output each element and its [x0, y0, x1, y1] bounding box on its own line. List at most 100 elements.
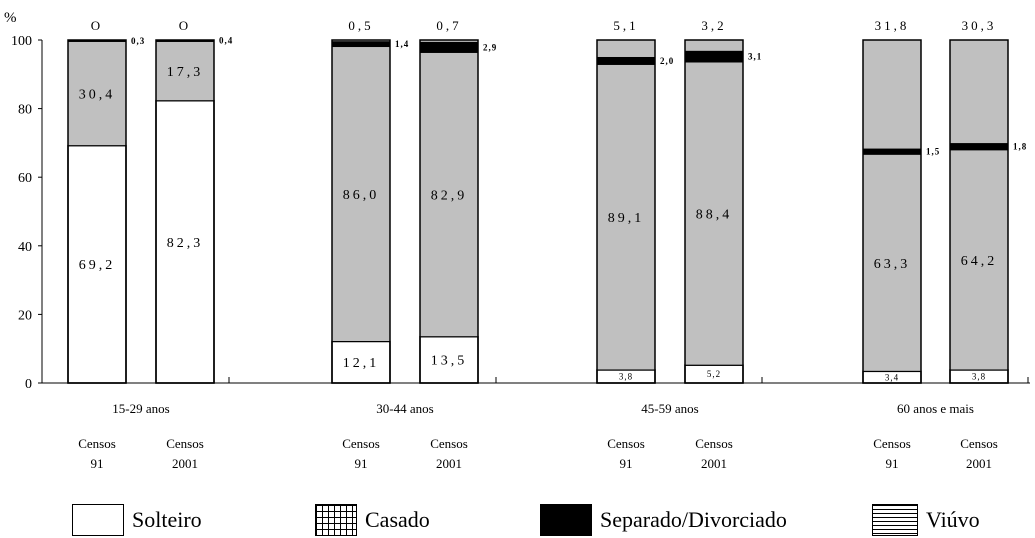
y-tick-label: 20 [18, 308, 32, 323]
x-group-label: 60 anos e mais [897, 401, 974, 416]
legend-item-solteiro: Solteiro [72, 504, 202, 536]
bar-value-label-viuvo: O [91, 18, 103, 33]
bar-census-label-line1: Censos [430, 436, 468, 451]
y-tick-label: 60 [18, 171, 32, 186]
bar-value-label-viuvo: 0,5 [348, 18, 373, 33]
y-tick-label: 40 [18, 240, 32, 255]
bar-census-label-line1: Censos [873, 436, 911, 451]
bar-census-label-line2: 91 [886, 456, 899, 471]
bar-value-label-solteiro: 13,5 [431, 354, 468, 369]
bar-segment-casado [155, 40, 215, 102]
bar-value-label-separado: 0,3 [131, 36, 145, 46]
bar-segment-separado [419, 41, 479, 53]
bar-value-label-viuvo: 30,3 [962, 18, 997, 33]
bar-census-label-line1: Censos [342, 436, 380, 451]
bar-census-label-line1: Censos [695, 436, 733, 451]
legend-label-solteiro: Solteiro [132, 507, 202, 532]
bar-value-label-casado: 89,1 [608, 211, 645, 226]
bar-value-label-viuvo: 31,8 [875, 18, 910, 33]
bar-value-label-separado: 1,4 [395, 39, 409, 49]
legend-swatch-separado [540, 504, 592, 536]
bar-segment-casado [684, 61, 744, 366]
legend-item-viuvo: Viúvo [872, 504, 980, 536]
bar-value-label-separado: 2,0 [660, 56, 674, 66]
y-tick-label: 80 [18, 103, 32, 118]
legend-item-casado: Casado [315, 504, 430, 536]
y-axis-unit-label: % [4, 10, 17, 26]
legend-label-casado: Casado [365, 507, 430, 532]
y-tick-label: 100 [11, 34, 32, 49]
bar-segment-viuvo [596, 39, 656, 58]
bar-value-label-solteiro: 3,8 [972, 372, 986, 382]
bar-value-label-casado: 86,0 [343, 188, 380, 203]
bar-census-label-line2: 2001 [701, 456, 727, 471]
legend-swatch-casado [315, 504, 357, 536]
legend-label-viuvo: Viúvo [926, 507, 980, 532]
bar-census-label-line2: 2001 [172, 456, 198, 471]
bar-census-label-line1: Censos [607, 436, 645, 451]
stacked-bar-chart: % 0 20 40 60 80 100 15-29 anos O 0,3 30,4 69,2 Censo… [4, 10, 1030, 471]
bar-outline [155, 39, 215, 384]
legend-swatch-solteiro [72, 504, 124, 536]
bar-value-label-solteiro: 69,2 [79, 258, 116, 273]
bar-value-label-casado: 64,2 [961, 254, 998, 269]
bar-value-label-solteiro: 82,3 [167, 236, 204, 251]
bar-segment-casado [862, 153, 922, 372]
bar-segment-casado [596, 63, 656, 371]
bar-census-label-line2: 2001 [436, 456, 462, 471]
bar-value-label-solteiro: 5,2 [707, 369, 721, 379]
bar-segment-casado [419, 51, 479, 338]
bar-census-label-line2: 91 [91, 456, 104, 471]
bar-segment-viuvo [684, 39, 744, 52]
bar-value-label-separado: 3,1 [748, 52, 762, 62]
legend-item-separado: Separado/Divorciado [540, 504, 787, 536]
bar-value-label-separado: 1,5 [926, 147, 940, 157]
bar-segment-separado [596, 56, 656, 65]
bar-outline [949, 39, 1009, 384]
bar-outline [331, 39, 391, 384]
bar-segment-separado [862, 148, 922, 155]
bar-value-label-separado: 1,8 [1013, 142, 1027, 152]
bar-value-label-separado: 0,4 [219, 36, 233, 46]
bar-value-label-viuvo: 5,1 [613, 18, 638, 33]
bar-value-label-solteiro: 3,8 [619, 372, 633, 382]
bar-segment-separado [684, 50, 744, 63]
bar-value-label-separado: 2,9 [483, 42, 497, 52]
bar-value-label-casado: 82,9 [431, 189, 468, 204]
chart-legend: Solteiro Casado Separado/Divorciado Viúv… [0, 496, 1035, 538]
legend-swatch-viuvo [872, 504, 918, 536]
x-group-label: 45-59 anos [641, 401, 698, 416]
bar-segment-casado [949, 149, 1009, 371]
legend-label-separado: Separado/Divorciado [600, 507, 787, 532]
bar-census-label-line2: 2001 [966, 456, 992, 471]
bar-value-label-casado: 63,3 [874, 257, 911, 272]
bar-census-label-line2: 91 [620, 456, 633, 471]
x-group-label: 30-44 anos [376, 401, 433, 416]
bar-segment-solteiro [67, 144, 127, 384]
bar-segment-separado [331, 41, 391, 48]
bar-outline [596, 39, 656, 384]
bar-value-label-casado: 88,4 [696, 208, 733, 223]
y-tick-label: 0 [25, 377, 32, 392]
bar-value-label-viuvo: 0,7 [436, 18, 461, 33]
bar-segment-casado [331, 46, 391, 342]
bar-segment-viuvo [949, 39, 1009, 145]
bar-census-label-line1: Censos [166, 436, 204, 451]
bar-segment-viuvo [862, 39, 922, 150]
bar-value-label-solteiro: 12,1 [343, 356, 380, 371]
bar-outline [419, 39, 479, 384]
bar-value-label-casado: 30,4 [79, 88, 116, 103]
bar-outline [684, 39, 744, 384]
bar-census-label-line1: Censos [78, 436, 116, 451]
bar-outline [862, 39, 922, 384]
bar-value-label-viuvo: O [179, 18, 191, 33]
bar-segment-solteiro [155, 99, 215, 384]
bar-value-label-casado: 17,3 [167, 65, 204, 80]
bar-value-label-solteiro: 3,4 [885, 372, 899, 382]
bar-census-label-line1: Censos [960, 436, 998, 451]
bar-census-label-line2: 91 [355, 456, 368, 471]
x-group-label: 15-29 anos [112, 401, 169, 416]
bar-value-label-viuvo: 3,2 [701, 18, 726, 33]
bar-segment-separado [949, 143, 1009, 151]
bar-outline [67, 39, 127, 384]
